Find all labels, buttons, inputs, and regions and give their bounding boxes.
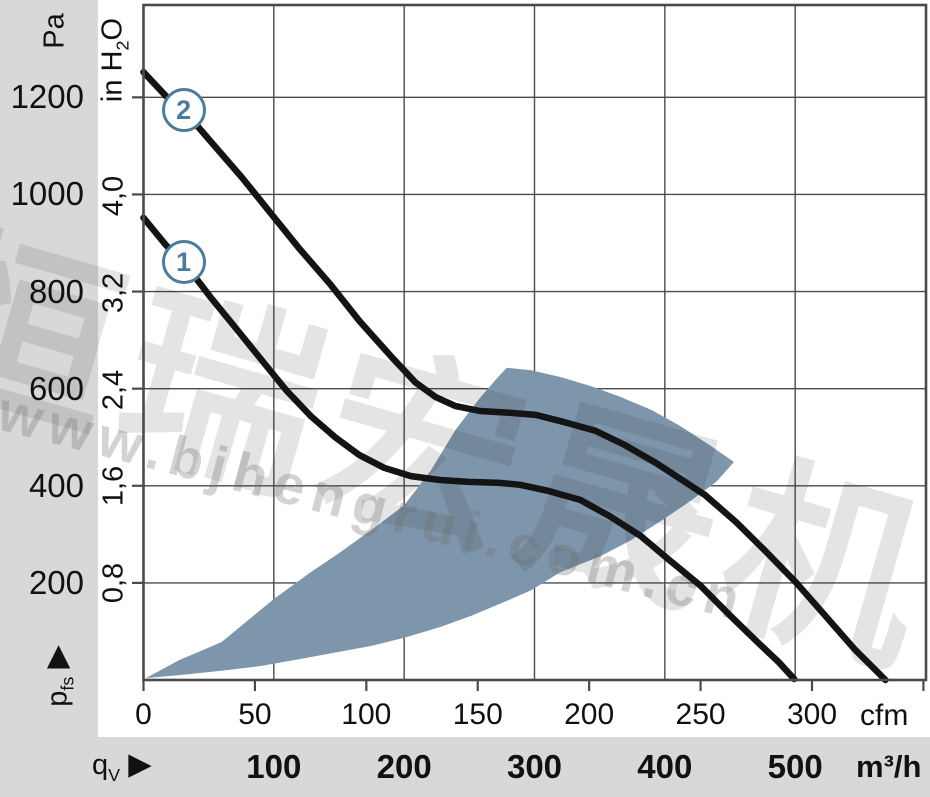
pfs-symbol-main: p <box>41 690 74 707</box>
bottom-axis-panel <box>0 737 930 797</box>
pa-unit-text: Pa <box>38 13 71 49</box>
pressure-axis-arrow-icon: ▶ <box>39 645 74 669</box>
pfs-symbol-sub: fs <box>57 676 78 691</box>
cfm-unit-text: cfm <box>860 699 909 732</box>
cfm-tick-label: 50 <box>238 698 272 731</box>
pa-tick-label: 1000 <box>10 175 84 213</box>
cfm-tick-label: 200 <box>564 698 615 731</box>
pressure-secondary-unit-label: in H2O <box>96 17 133 103</box>
inh2o-tick-label: 1,6 <box>97 466 130 507</box>
pa-tick-label: 800 <box>28 272 84 310</box>
flow-axis-symbol: qV ▶ <box>92 749 152 784</box>
cfm-tick-label: 150 <box>452 698 503 731</box>
inh2o-tick-label: 3,2 <box>97 272 130 314</box>
m3h-tick-label: 300 <box>506 748 563 785</box>
inh2o-tick-label: 4,0 <box>97 176 130 217</box>
inh2o-unit-sub: 2 <box>112 40 133 51</box>
m3h-tick-label: 200 <box>376 748 432 785</box>
plot-border <box>142 3 928 682</box>
curve-2-badge: 2 <box>161 87 206 132</box>
fan-curve-1 <box>140 214 798 683</box>
m3h-tick-label: 400 <box>637 748 693 785</box>
inh2o-tick-label: 0,8 <box>97 563 130 604</box>
inh2o-unit-pre: in H <box>96 50 129 103</box>
flow-primary-unit-label: cfm <box>860 701 908 731</box>
fan-curve-2 <box>140 68 889 684</box>
pa-tick-label: 400 <box>28 466 84 504</box>
flow-axis-arrow-icon: ▶ <box>128 747 152 781</box>
inh2o-unit-post: O <box>96 17 129 41</box>
operating-range-region <box>145 367 734 679</box>
left-axis-panel <box>0 0 98 797</box>
pressure-primary-unit-label: Pa <box>38 13 71 49</box>
m3h-tick-label: 100 <box>246 748 302 785</box>
pa-tick-label: 200 <box>28 563 84 601</box>
cfm-tick-label: 250 <box>675 698 726 731</box>
pa-tick-label: 1200 <box>10 78 84 116</box>
m3h-unit-text: m³/h <box>856 749 922 784</box>
cfm-tick-label: 300 <box>786 698 838 731</box>
flow-secondary-unit-label: m³/h <box>856 751 921 782</box>
pressure-axis-symbol: pfs ▶ <box>39 645 78 707</box>
qv-symbol-sub: V <box>108 764 121 785</box>
cfm-tick-label: 0 <box>135 698 152 731</box>
m3h-tick-label: 500 <box>767 748 823 785</box>
qv-symbol-main: q <box>92 749 109 781</box>
cfm-tick-label: 100 <box>341 698 392 731</box>
curve-1-badge: 1 <box>161 239 206 284</box>
pa-tick-label: 600 <box>28 369 84 407</box>
inh2o-tick-label: 2,4 <box>97 369 130 410</box>
